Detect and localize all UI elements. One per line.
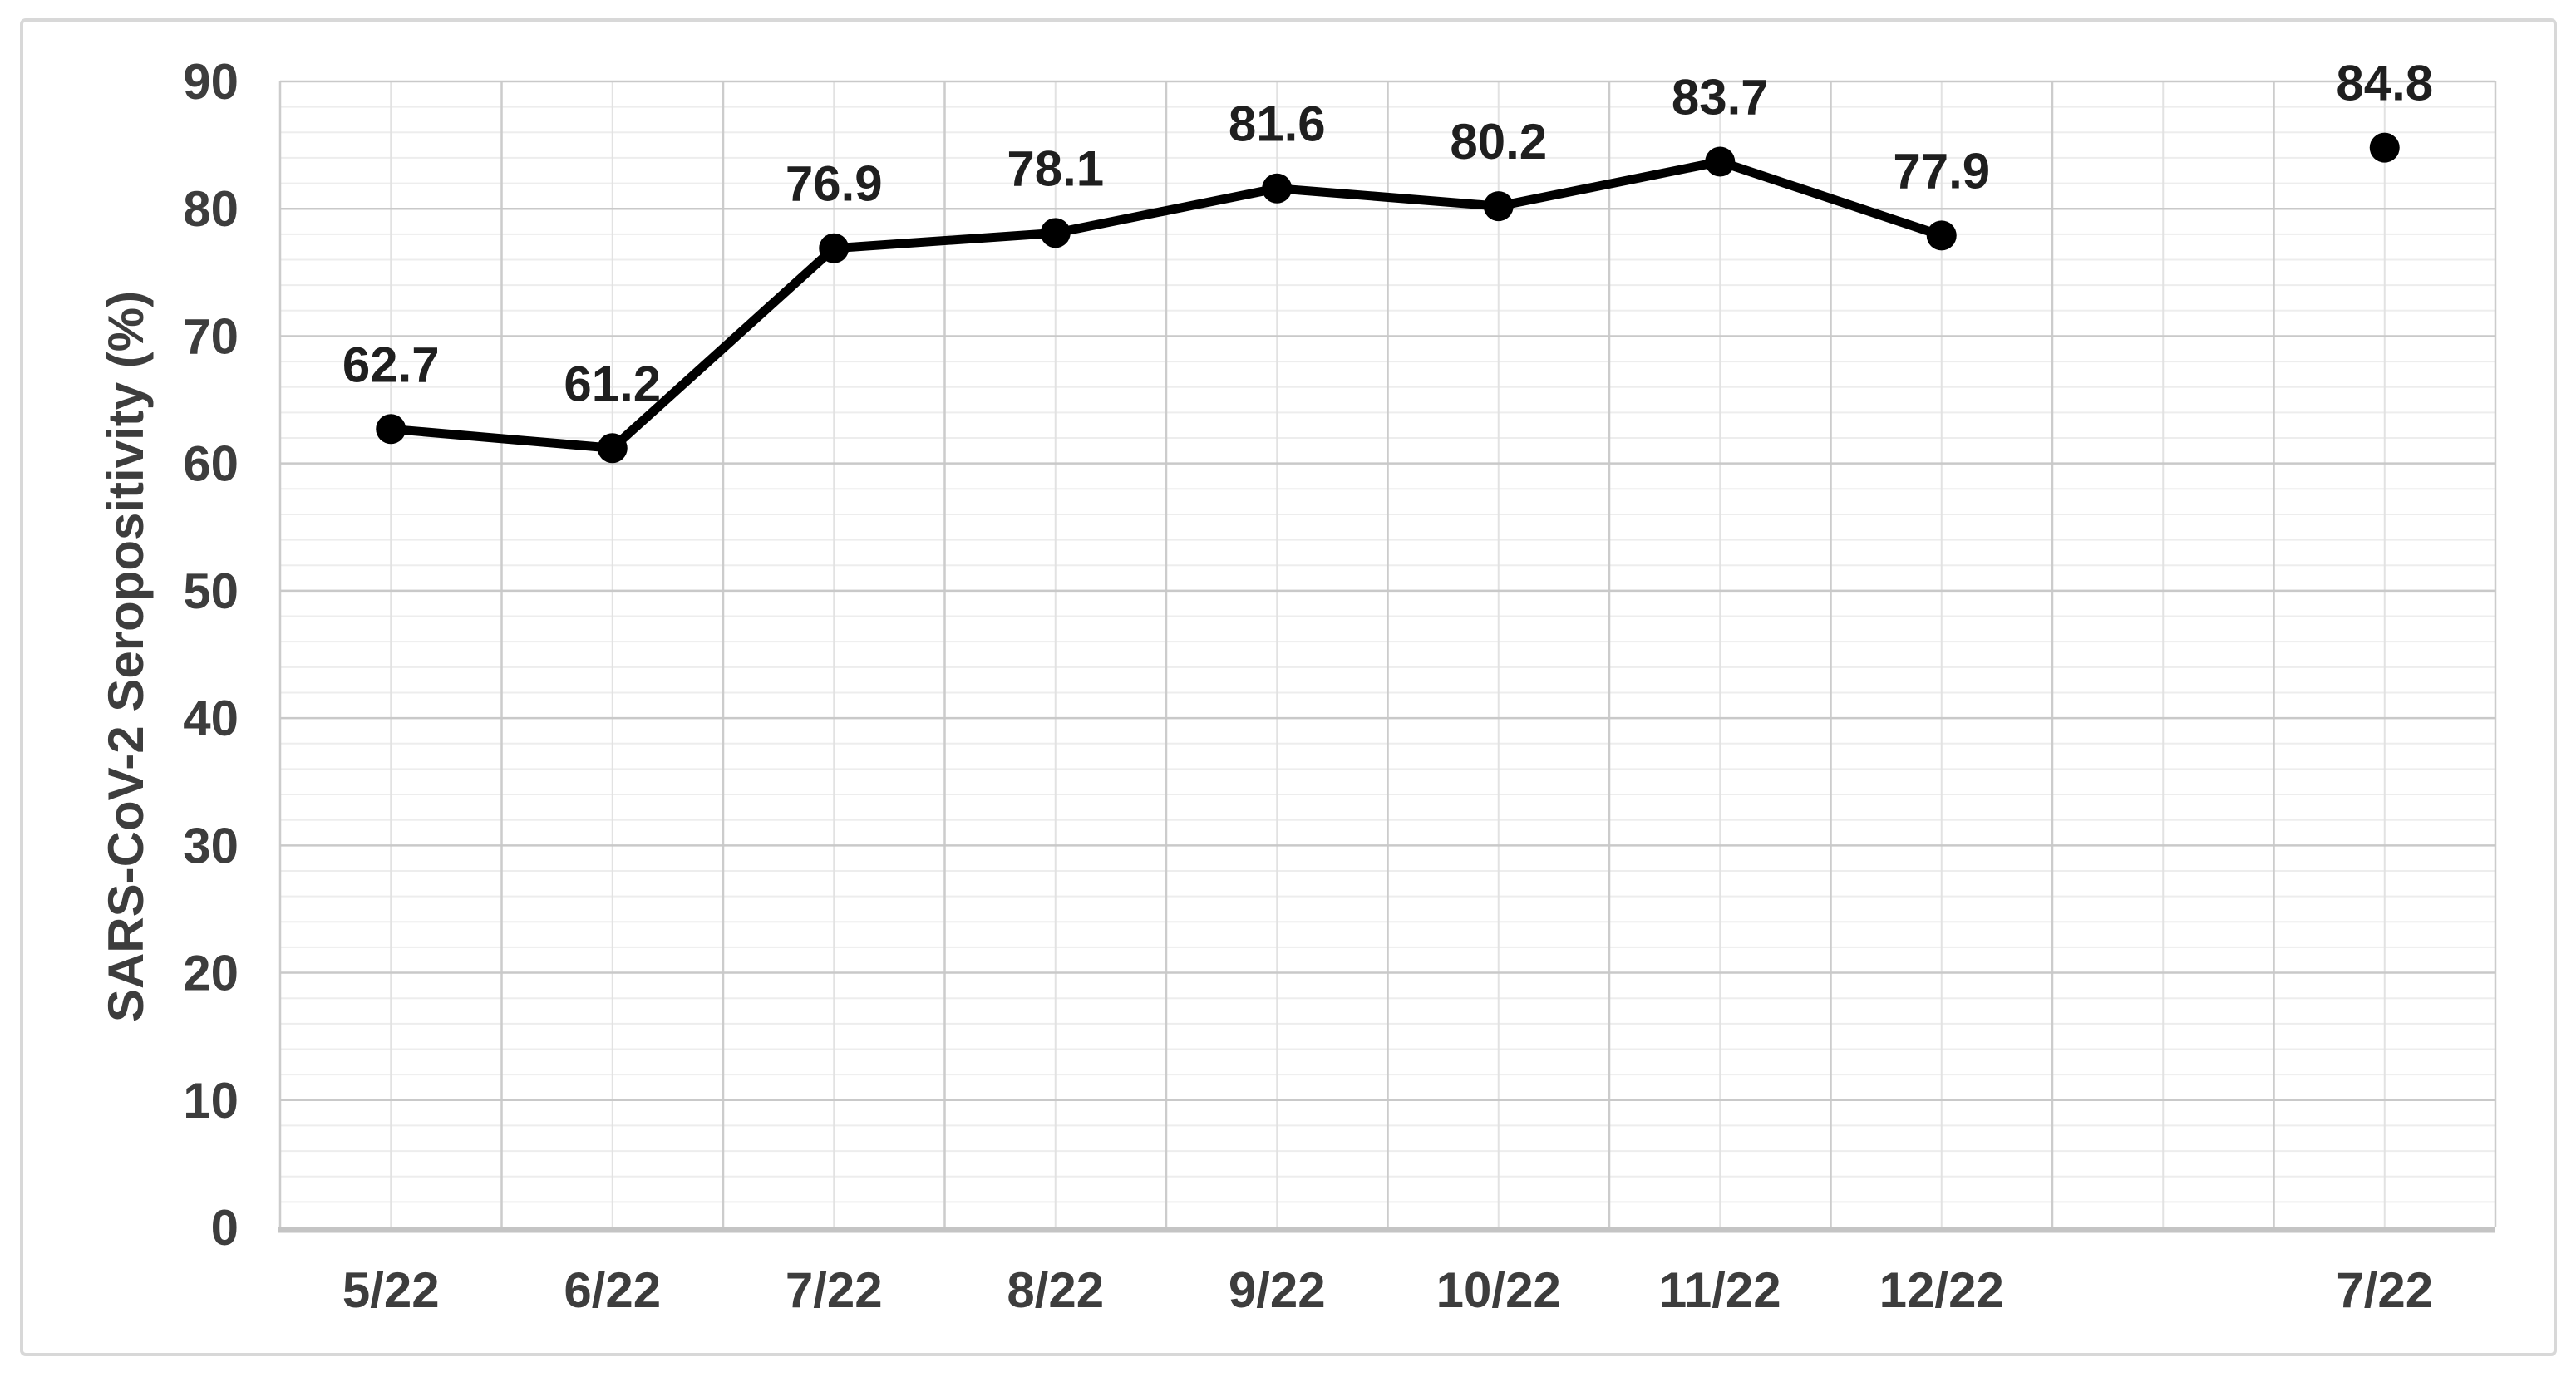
x-tick-label: 9/22	[1229, 1262, 1326, 1318]
x-tick-label: 6/22	[564, 1262, 661, 1318]
y-axis-title: SARS-CoV-2 Seropositivity (%)	[98, 291, 154, 1022]
x-tick-label: 7/22	[2336, 1262, 2433, 1318]
y-tick-label: 30	[183, 818, 239, 873]
data-point-marker	[597, 433, 628, 464]
data-point-label: 84.8	[2336, 56, 2433, 111]
x-tick-label: 11/22	[1659, 1262, 1781, 1318]
data-point-marker	[1926, 220, 1957, 251]
x-tick-label: 8/22	[1007, 1262, 1104, 1318]
chart-border	[20, 18, 2557, 1356]
data-labels: 62.7 61.2 76.9 78.1 81.6 80.2 83.7 77.9 84.8	[342, 56, 2433, 412]
data-point-label: 80.2	[1450, 114, 1547, 170]
data-point-label: 77.9	[1893, 143, 1990, 199]
data-point-marker	[1483, 191, 1514, 222]
y-tick-label: 90	[183, 54, 239, 110]
x-tick-label: 5/22	[342, 1262, 440, 1318]
data-point-marker	[1262, 173, 1293, 204]
data-point-label: 62.7	[342, 337, 440, 392]
y-tick-label: 60	[183, 436, 239, 492]
y-tick-label: 0	[211, 1200, 239, 1256]
data-point-marker	[2369, 132, 2400, 163]
y-tick-label: 80	[183, 181, 239, 237]
y-tick-label: 10	[183, 1073, 239, 1129]
data-point-marker	[1705, 146, 1736, 177]
x-tick-label: 7/22	[786, 1262, 883, 1318]
data-series	[376, 132, 2400, 464]
tick-labels: 0 10 20 30 40 50 60 70 80 90 5/22 6/22 7/22 8/22 9/22 1…	[183, 54, 2433, 1318]
y-tick-label: 50	[183, 563, 239, 619]
data-point-marker	[376, 414, 406, 445]
y-tick-label: 40	[183, 691, 239, 746]
series-line	[386, 157, 1947, 453]
data-point-label: 61.2	[564, 356, 661, 411]
data-point-label: 76.9	[786, 156, 883, 212]
gridlines	[278, 80, 2497, 1227]
data-point-label: 78.1	[1007, 140, 1104, 196]
data-point-marker	[1040, 218, 1071, 248]
x-tick-label: 12/22	[1879, 1262, 2004, 1318]
y-tick-label: 70	[183, 308, 239, 364]
x-tick-label: 10/22	[1436, 1262, 1561, 1318]
data-point-label: 81.6	[1229, 96, 1326, 152]
data-point-marker	[819, 233, 850, 263]
y-tick-label: 20	[183, 946, 239, 1001]
data-point-label: 83.7	[1672, 70, 1769, 125]
